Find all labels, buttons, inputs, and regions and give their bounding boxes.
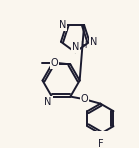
Text: N: N [44, 97, 52, 107]
Text: F: F [98, 139, 103, 148]
Text: N: N [59, 20, 66, 30]
Text: H: H [80, 41, 86, 50]
Text: O: O [81, 94, 88, 104]
Text: N: N [72, 42, 79, 52]
Text: O: O [51, 58, 58, 68]
Text: N: N [90, 37, 97, 47]
